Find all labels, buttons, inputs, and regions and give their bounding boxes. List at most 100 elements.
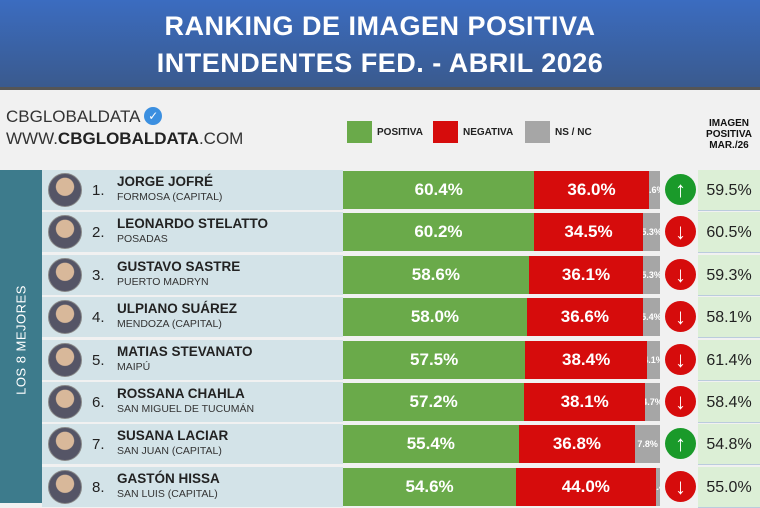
bar-positiva: 57.2% <box>343 383 525 421</box>
city: MAIPÚ <box>117 360 151 373</box>
ranking-row: 7. SUSANA LACIAR SAN JUAN (CAPITAL) 55.4… <box>42 424 760 466</box>
ranking-row: 4. ULPIANO SUÁREZ MENDOZA (CAPITAL) 58.0… <box>42 297 760 339</box>
ranking-row: 2. LEONARDO STELATTO POSADAS 60.2% 34.5%… <box>42 212 760 254</box>
side-band: LOS 8 MEJORES <box>0 170 42 503</box>
bar-positiva: 60.4% <box>343 171 535 209</box>
city: SAN MIGUEL DE TUCUMÁN <box>117 403 255 415</box>
bar-negativa: 36.1% <box>528 255 644 294</box>
arrow-up-icon: ↑ <box>665 174 696 205</box>
rank: 3. <box>92 266 105 284</box>
city: MENDOZA (CAPITAL) <box>117 318 222 331</box>
bar-positiva: 57.5% <box>343 340 526 379</box>
mayor-info: 6. ROSSANA CHAHLA SAN MIGUEL DE TUCUMÁN <box>42 382 343 422</box>
mayor-name: LEONARDO STELATTO <box>117 216 268 232</box>
legend-nsnc: NS / NC <box>525 121 592 143</box>
brand-url[interactable]: WWW.CBGLOBALDATA.COM <box>6 129 244 148</box>
bar-negativa: 44.0% <box>516 467 656 506</box>
previous-value: 58.1% <box>698 297 760 339</box>
mayor-info: 8. GASTÓN HISSA SAN LUIS (CAPITAL) <box>42 466 343 507</box>
previous-value: 60.5% <box>698 212 760 254</box>
rank: 1. <box>92 182 105 199</box>
bar-negativa: 36.8% <box>518 425 636 464</box>
arrow-down-icon: ↓ <box>665 386 696 417</box>
bar-nsnc: 7.8% <box>635 425 660 464</box>
avatar <box>48 215 82 250</box>
legend-negativa: NEGATIVA <box>433 121 513 143</box>
previous-image-header: IMAGEN POSITIVA MAR./26 <box>706 118 752 151</box>
avatar <box>48 469 82 504</box>
verified-badge-icon: ✓ <box>144 107 163 125</box>
arrow-down-icon: ↓ <box>665 470 696 502</box>
side-label: LOS 8 MEJORES <box>13 285 29 395</box>
stacked-bar: 57.5% 38.4% 4.1% <box>343 340 660 379</box>
stacked-bar: 60.4% 36.0% 3.6% <box>343 171 660 209</box>
mayor-info: 1. JORGE JOFRÉ FORMOSA (CAPITAL) <box>42 170 343 210</box>
stacked-bar: 57.2% 38.1% 4.7% <box>343 383 660 421</box>
arrow-up-icon: ↑ <box>665 428 696 460</box>
arrow-down-icon: ↓ <box>665 216 696 248</box>
bar-positiva: 58.6% <box>343 255 529 294</box>
ranking-row: 6. ROSSANA CHAHLA SAN MIGUEL DE TUCUMÁN … <box>42 382 760 423</box>
previous-value: 59.5% <box>698 170 760 211</box>
city: FORMOSA (CAPITAL) <box>117 191 223 203</box>
rank: 6. <box>92 394 105 411</box>
rank: 8. <box>92 478 105 496</box>
stacked-bar: 60.2% 34.5% 5.3% <box>343 213 660 252</box>
mayor-name: MATIAS STEVANATO <box>117 343 253 359</box>
previous-value: 54.8% <box>698 424 760 466</box>
avatar <box>48 385 82 419</box>
bar-nsnc: 4.1% <box>646 340 660 379</box>
previous-value: 59.3% <box>698 254 760 296</box>
mayor-name: SUSANA LACIAR <box>117 428 229 444</box>
mayor-info: 5. MATIAS STEVANATO MAIPÚ <box>42 339 343 380</box>
ranking-row: 8. GASTÓN HISSA SAN LUIS (CAPITAL) 54.6%… <box>42 466 760 508</box>
rank: 5. <box>92 351 105 369</box>
city: PUERTO MADRYN <box>117 275 209 288</box>
ranking-row: 5. MATIAS STEVANATO MAIPÚ 57.5% 38.4% 4.… <box>42 339 760 381</box>
bar-positiva: 58.0% <box>343 298 527 337</box>
mayor-info: 4. ULPIANO SUÁREZ MENDOZA (CAPITAL) <box>42 297 343 338</box>
mayor-info: 3. GUSTAVO SASTRE PUERTO MADRYN <box>42 254 343 295</box>
bar-negativa: 36.0% <box>534 171 649 209</box>
city: SAN JUAN (CAPITAL) <box>117 445 222 458</box>
avatar <box>48 342 82 377</box>
bar-negativa: 36.6% <box>526 298 643 337</box>
avatar <box>48 173 82 207</box>
title-line-1: RANKING DE IMAGEN POSITIVA <box>164 11 596 41</box>
title-line-2: INTENDENTES FED. - ABRIL 2026 <box>156 48 604 78</box>
ranking-row: 3. GUSTAVO SASTRE PUERTO MADRYN 58.6% 36… <box>42 254 760 296</box>
mayor-name: ROSSANA CHAHLA <box>117 386 245 401</box>
legend-positiva: POSITIVA <box>347 121 423 143</box>
mayor-info: 2. LEONARDO STELATTO POSADAS <box>42 212 343 253</box>
bar-negativa: 38.1% <box>524 383 646 421</box>
bar-nsnc: 4.7% <box>645 383 660 421</box>
arrow-down-icon: ↓ <box>665 301 696 333</box>
stacked-bar: 58.0% 36.6% 5.4% <box>343 298 660 337</box>
previous-value: 55.0% <box>698 466 760 508</box>
avatar <box>48 257 82 292</box>
bar-positiva: 55.4% <box>343 425 519 464</box>
brand-name: CBGLOBALDATA <box>6 107 140 126</box>
header: RANKING DE IMAGEN POSITIVA INTENDENTES F… <box>0 0 760 90</box>
avatar <box>48 300 82 335</box>
bar-nsnc: 1.4 <box>655 467 660 506</box>
brand: CBGLOBALDATA ✓ WWW.CBGLOBALDATA.COM <box>6 106 243 150</box>
bar-positiva: 60.2% <box>343 213 534 252</box>
bar-nsnc: 5.3% <box>643 213 660 252</box>
bar-nsnc: 5.4% <box>642 298 660 337</box>
bar-nsnc: 5.3% <box>643 255 660 294</box>
bar-negativa: 34.5% <box>533 213 644 252</box>
city: SAN LUIS (CAPITAL) <box>117 487 218 500</box>
mayor-name: GUSTAVO SASTRE <box>117 258 241 274</box>
bar-positiva: 54.6% <box>343 467 517 506</box>
stacked-bar: 58.6% 36.1% 5.3% <box>343 255 660 294</box>
avatar <box>48 427 82 462</box>
city: POSADAS <box>117 233 168 246</box>
stacked-bar: 55.4% 36.8% 7.8% <box>343 425 660 464</box>
mayor-name: ULPIANO SUÁREZ <box>117 301 238 317</box>
mayor-name: GASTÓN HISSA <box>117 470 220 486</box>
mayor-info: 7. SUSANA LACIAR SAN JUAN (CAPITAL) <box>42 424 343 465</box>
rank: 2. <box>92 224 105 242</box>
mayor-name: JORGE JOFRÉ <box>117 174 214 189</box>
bar-nsnc: 3.6% <box>648 171 660 209</box>
